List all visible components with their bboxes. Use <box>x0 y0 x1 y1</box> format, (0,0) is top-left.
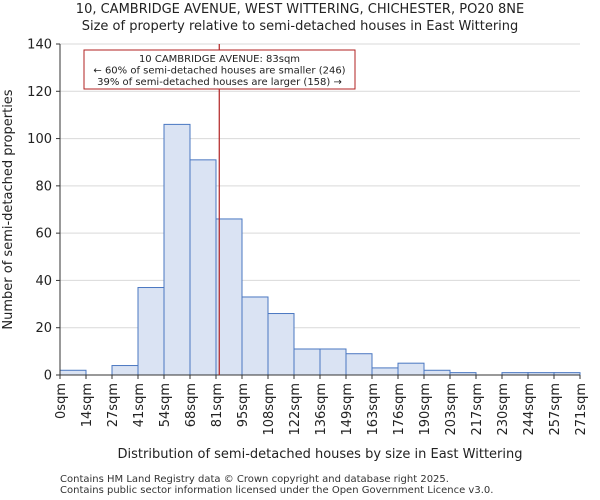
x-tick-label: 244sqm <box>522 383 537 436</box>
y-tick-label: 120 <box>27 85 52 100</box>
histogram-bar <box>345 353 373 376</box>
histogram-bar <box>163 123 191 376</box>
x-tick-label: 217sqm <box>470 383 485 436</box>
histogram-bar <box>397 362 425 376</box>
x-tick-label: 95sqm <box>236 383 251 427</box>
annotation-line: ← 60% of semi-detached houses are smalle… <box>93 66 345 77</box>
y-tick-label: 40 <box>35 274 52 289</box>
x-tick-label: 230sqm <box>496 383 511 436</box>
x-tick-label: 81sqm <box>210 383 225 427</box>
x-tick-label: 68sqm <box>184 383 199 427</box>
x-tick-label: 108sqm <box>262 383 277 436</box>
y-tick-label: 60 <box>35 227 52 242</box>
histogram-bar <box>111 365 139 376</box>
histogram-bar <box>371 367 399 376</box>
x-tick-label: 271sqm <box>574 383 589 436</box>
footer-line-1: Contains HM Land Registry data © Crown c… <box>60 474 449 485</box>
x-tick-label: 27sqm <box>106 383 121 427</box>
chart-title: 10, CAMBRIDGE AVENUE, WEST WITTERING, CH… <box>75 2 525 17</box>
y-tick-label: 80 <box>35 179 52 194</box>
y-tick-label: 0 <box>44 369 52 384</box>
annotation-line: 10 CAMBRIDGE AVENUE: 83sqm <box>139 54 300 65</box>
histogram-bar <box>423 369 451 376</box>
y-tick-label: 20 <box>35 321 52 336</box>
x-tick-label: 14sqm <box>80 383 95 427</box>
y-tick-label: 140 <box>27 38 52 53</box>
histogram-bar <box>293 348 321 376</box>
x-tick-label: 190sqm <box>418 383 433 436</box>
histogram-bar <box>241 296 269 376</box>
y-axis-title: Number of semi-detached properties <box>1 89 16 329</box>
x-tick-label: 41sqm <box>132 383 147 427</box>
x-axis-title: Distribution of semi-detached houses by … <box>118 447 523 462</box>
y-tick-label: 100 <box>27 132 52 147</box>
chart-subtitle: Size of property relative to semi-detach… <box>81 19 519 34</box>
histogram-bar <box>137 287 165 376</box>
histogram-bar <box>189 159 217 376</box>
x-tick-label: 0sqm <box>54 383 69 419</box>
histogram-bar <box>267 313 295 376</box>
x-tick-label: 163sqm <box>366 383 381 436</box>
x-tick-label: 203sqm <box>444 383 459 436</box>
histogram-bar <box>319 348 347 376</box>
histogram-bar <box>215 218 243 376</box>
x-tick-label: 176sqm <box>392 383 407 436</box>
x-tick-label: 257sqm <box>548 383 563 436</box>
annotation-box <box>83 49 356 90</box>
annotation-line: 39% of semi-detached houses are larger (… <box>97 77 342 88</box>
x-tick-label: 122sqm <box>288 383 303 436</box>
x-tick-label: 54sqm <box>158 383 173 427</box>
histogram-bar <box>59 369 87 376</box>
footer-line-2: Contains public sector information licen… <box>60 485 494 496</box>
histogram-chart: 0 20 40 60 80 100 120 140 0sqm 14sqm 27sqm 41sqm 54s… <box>1 38 589 463</box>
x-tick-label: 136sqm <box>314 383 329 436</box>
x-tick-label: 149sqm <box>340 383 355 436</box>
